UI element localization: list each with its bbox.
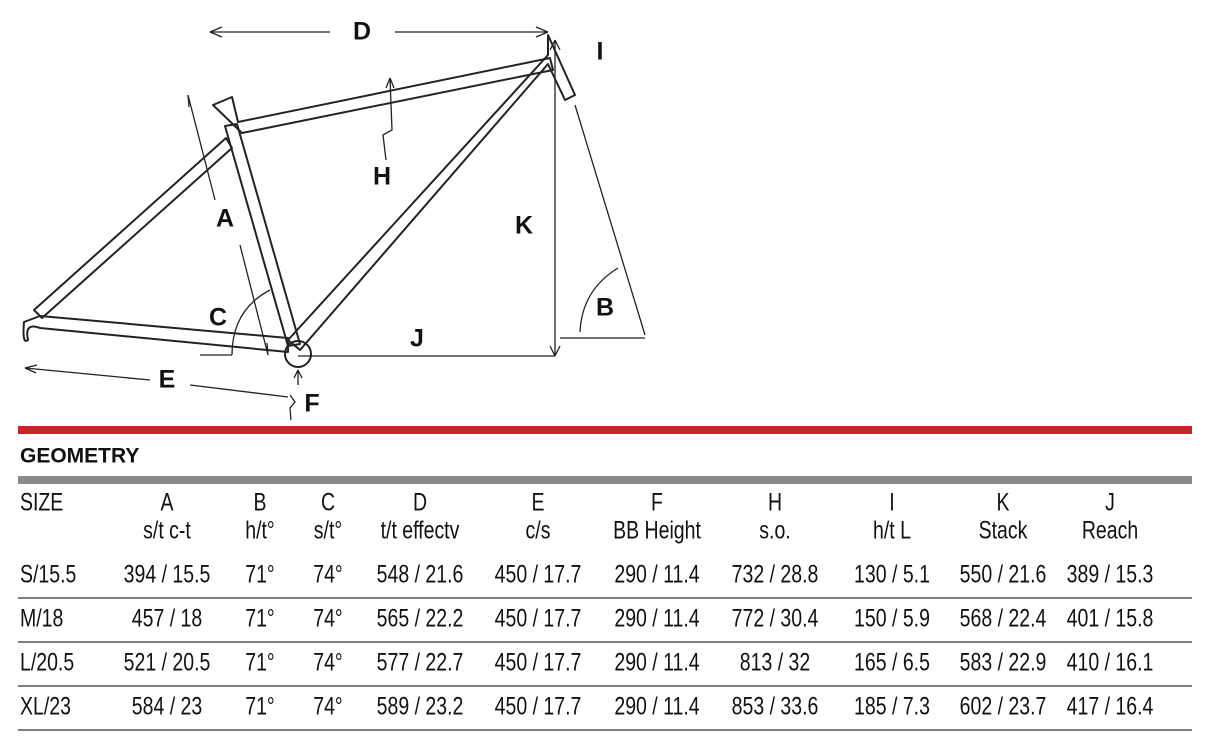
diagram-label: I bbox=[597, 38, 604, 66]
table-cell: 290 / 11.4 bbox=[614, 692, 699, 720]
table-cell: 71° bbox=[245, 692, 274, 720]
dim-e-f bbox=[24, 364, 303, 421]
dim-c bbox=[200, 289, 271, 356]
header-cell: SIZE bbox=[20, 488, 63, 516]
table-cell: 450 / 17.7 bbox=[495, 648, 582, 676]
top-tube bbox=[212, 57, 554, 134]
red-bar bbox=[18, 426, 1192, 434]
diagram-label: K bbox=[515, 212, 533, 240]
header-cell: c/s bbox=[526, 516, 551, 544]
bottom-bracket bbox=[284, 340, 312, 368]
table-cell: 732 / 28.8 bbox=[732, 560, 819, 588]
table-cell: 165 / 6.5 bbox=[854, 648, 930, 676]
geometry-table: SIZE As/t c-t Bh/t° Cs/t° Dt/t effectv Ec/s FB… bbox=[20, 488, 1153, 720]
header-cell: Reach bbox=[1082, 516, 1138, 544]
header-cell: D bbox=[413, 488, 427, 516]
table-cell: 853 / 33.6 bbox=[732, 692, 819, 720]
dim-d bbox=[209, 26, 549, 38]
header-cell: C bbox=[321, 488, 335, 516]
table-cell: 74° bbox=[313, 604, 342, 632]
table-cell: 584 / 23 bbox=[132, 692, 202, 720]
table-cell: 71° bbox=[245, 604, 274, 632]
header-cell: E bbox=[531, 488, 544, 516]
table-cell: 71° bbox=[245, 648, 274, 676]
table-cell: 394 / 15.5 bbox=[124, 560, 211, 588]
table-cell: 417 / 16.4 bbox=[1067, 692, 1154, 720]
header-cell: s/t c-t bbox=[143, 516, 191, 544]
header-cell: s/t° bbox=[314, 516, 342, 544]
header-cell: J bbox=[1105, 488, 1115, 516]
table-cell: 813 / 32 bbox=[740, 648, 810, 676]
seat-tube bbox=[224, 123, 301, 347]
diagram-label: B bbox=[596, 294, 614, 322]
header-cell: h/t L bbox=[873, 516, 911, 544]
table-cell: 589 / 23.2 bbox=[377, 692, 464, 720]
table-cell: 568 / 22.4 bbox=[960, 604, 1047, 632]
header-cell: I bbox=[889, 488, 894, 516]
chain-stay bbox=[22, 315, 289, 353]
table-cell: 565 / 22.2 bbox=[377, 604, 464, 632]
header-cell: BB Height bbox=[613, 516, 701, 544]
table-cell: 583 / 22.9 bbox=[960, 648, 1047, 676]
header-cell: H bbox=[768, 488, 782, 516]
header-cell: s.o. bbox=[759, 516, 790, 544]
down-tube-head-tube bbox=[287, 34, 576, 351]
table-cell: 130 / 5.1 bbox=[854, 560, 930, 588]
dim-a bbox=[187, 94, 269, 356]
section-title: GEOMETRY bbox=[20, 445, 139, 468]
diagram-label: C bbox=[209, 304, 227, 332]
table-cell: S/15.5 bbox=[20, 560, 76, 588]
table-cell: 389 / 15.3 bbox=[1067, 560, 1154, 588]
diagram-label: D bbox=[353, 18, 371, 46]
table-cell: 450 / 17.7 bbox=[495, 692, 582, 720]
table-cell: 521 / 20.5 bbox=[124, 648, 211, 676]
frame-diagram: D I H A K C B J E F bbox=[22, 18, 646, 421]
table-cell: 185 / 7.3 bbox=[854, 692, 930, 720]
table-cell: 548 / 21.6 bbox=[377, 560, 464, 588]
dim-k-j bbox=[298, 39, 561, 357]
table-cell: 74° bbox=[313, 692, 342, 720]
header-cell: F bbox=[651, 488, 663, 516]
table-cell: 457 / 18 bbox=[132, 604, 202, 632]
seat-stay bbox=[33, 137, 233, 319]
diagram-label: H bbox=[373, 163, 391, 191]
header-cell: Stack bbox=[979, 516, 1028, 544]
diagram-label: A bbox=[216, 205, 234, 233]
table-cell: 450 / 17.7 bbox=[495, 604, 582, 632]
header-cell: B bbox=[253, 488, 266, 516]
table-cell: 74° bbox=[313, 648, 342, 676]
table-cell: 290 / 11.4 bbox=[614, 604, 699, 632]
table-cell: 772 / 30.4 bbox=[732, 604, 819, 632]
gray-bar bbox=[18, 476, 1192, 484]
diagram-label: F bbox=[304, 390, 319, 418]
table-cell: 71° bbox=[245, 560, 274, 588]
header-cell: t/t effectv bbox=[381, 516, 460, 544]
table-cell: 290 / 11.4 bbox=[614, 648, 699, 676]
diagram-label: E bbox=[159, 366, 176, 394]
header-cell: K bbox=[996, 488, 1009, 516]
table-cell: 410 / 16.1 bbox=[1067, 648, 1154, 676]
table-cell: M/18 bbox=[20, 604, 63, 632]
table-cell: 401 / 15.8 bbox=[1067, 604, 1154, 632]
diagram-label: J bbox=[410, 325, 424, 353]
table-cell: XL/23 bbox=[20, 692, 71, 720]
header-cell: h/t° bbox=[245, 516, 274, 544]
table-cell: 290 / 11.4 bbox=[614, 560, 699, 588]
table-cell: 74° bbox=[313, 560, 342, 588]
table-cell: L/20.5 bbox=[20, 648, 74, 676]
dim-h bbox=[382, 77, 395, 161]
table-cell: 150 / 5.9 bbox=[854, 604, 930, 632]
table-cell: 602 / 23.7 bbox=[960, 692, 1047, 720]
header-cell: A bbox=[160, 488, 173, 516]
table-cell: 550 / 21.6 bbox=[960, 560, 1047, 588]
table-cell: 577 / 22.7 bbox=[377, 648, 464, 676]
dim-b bbox=[560, 104, 646, 339]
table-cell: 450 / 17.7 bbox=[495, 560, 582, 588]
